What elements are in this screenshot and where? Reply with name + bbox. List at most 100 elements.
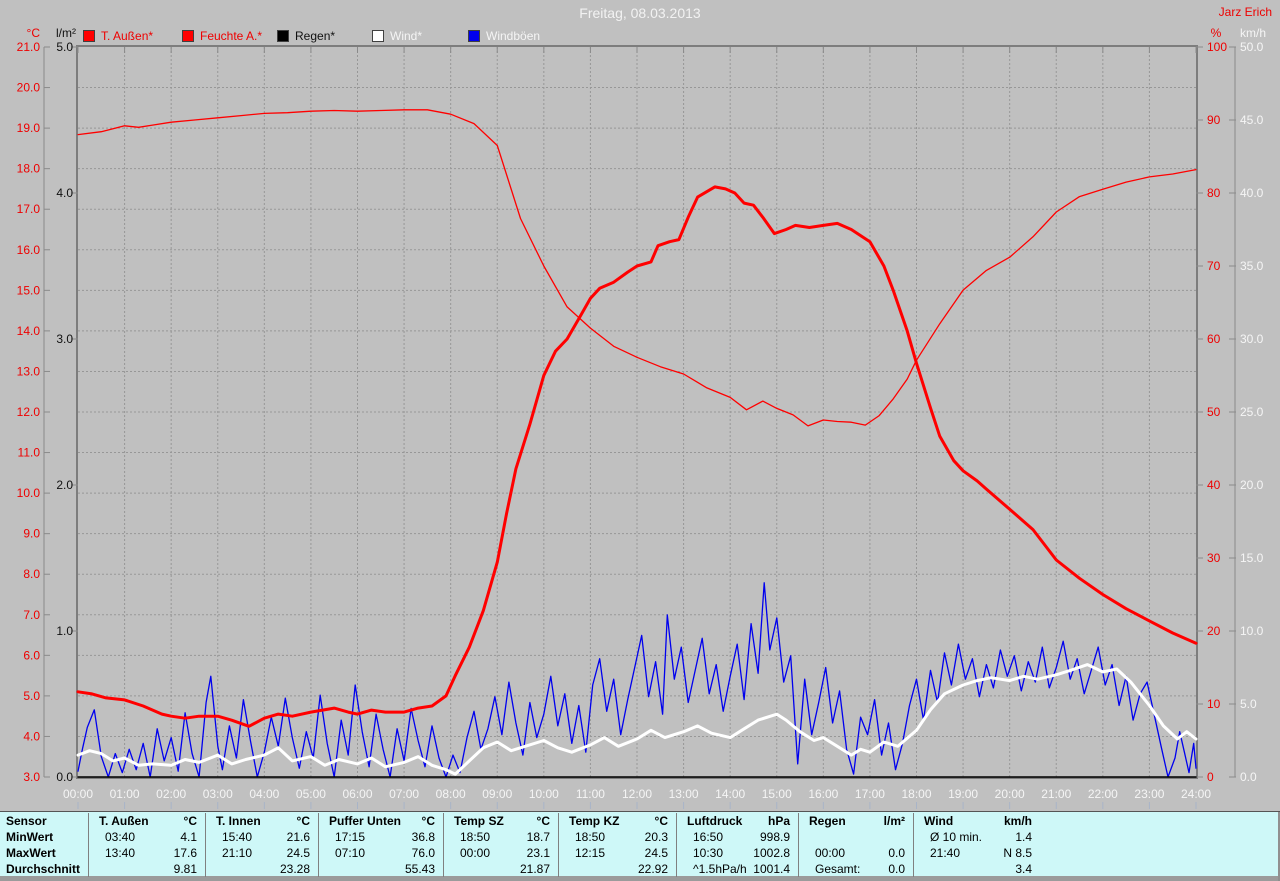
cell-time: 16:50	[693, 830, 724, 844]
x-tick-label: 06:00	[342, 787, 372, 801]
cell-value: 76.0	[411, 846, 435, 860]
column-unit: °C	[536, 814, 550, 828]
table-cell-row: 13:40 17.6	[89, 845, 205, 861]
wind-tick-label: 35.0	[1240, 259, 1264, 273]
cell-value: 1.4	[1015, 830, 1032, 844]
rain-tick-label: 3.0	[56, 332, 73, 346]
humidity-tick-label: 30	[1207, 551, 1221, 565]
legend-item-1: Feuchte A.*	[182, 29, 262, 43]
x-tick-label: 04:00	[249, 787, 279, 801]
wind-tick-label: 10.0	[1240, 624, 1264, 638]
legend-item-3: Wind*	[372, 29, 422, 43]
table-cell-row: 22.92	[559, 861, 676, 877]
temp-tick-label: 19.0	[17, 121, 41, 135]
legend-item-label: Regen*	[295, 29, 336, 43]
t-aussen-series-line	[76, 185, 1198, 728]
humidity-tick-label: 100	[1207, 40, 1227, 54]
table-cell-row: 00:00 23.1	[444, 845, 558, 861]
cell-time: 00:00	[460, 846, 491, 860]
column-unit: hPa	[767, 814, 790, 828]
legend-swatch-icon	[277, 30, 289, 42]
table-row-label: Sensor	[6, 814, 47, 828]
x-tick-label: 13:00	[669, 787, 699, 801]
temp-tick-label: 12.0	[17, 405, 41, 419]
cell-time: 21:40	[930, 846, 961, 860]
column-name: T. Außen	[99, 814, 149, 828]
temp-tick-label: 14.0	[17, 324, 41, 338]
x-tick-label: 03:00	[203, 787, 233, 801]
legend-swatch-icon	[83, 30, 95, 42]
cell-time: 18:50	[460, 830, 491, 844]
chart-area: 21.0 20.0 19.0 18.0 17.0 16.0 15.0 14.0 13.0 12.0…	[0, 5, 1280, 809]
x-tick-label: 22:00	[1088, 787, 1118, 801]
legend-swatch-icon	[182, 30, 194, 42]
table-cell-row: 10:30 1002.8	[677, 845, 798, 861]
cell-time: 13:40	[105, 846, 136, 860]
temp-tick-label: 15.0	[17, 283, 41, 297]
x-tick-label: 09:00	[482, 787, 512, 801]
wind-tick-label: 50.0	[1240, 40, 1264, 54]
temp-tick-label: 10.0	[17, 486, 41, 500]
cell-value: 20.3	[644, 830, 668, 844]
x-tick-label: 15:00	[762, 787, 792, 801]
cell-time: Gesamt:	[815, 862, 861, 876]
x-tick-label: 23:00	[1134, 787, 1164, 801]
table-right-border	[1278, 812, 1280, 881]
table-cell-row: Gesamt: 0.0	[799, 861, 913, 877]
table-row-labels-column: Sensor MinWert MaxWert Durchschnitt	[0, 813, 88, 877]
table-column-puffer-unten: Puffer Unten °C 17:15 36.8 07:10 76.0 55.43	[318, 813, 443, 877]
column-unit: °C	[421, 814, 435, 828]
humidity-tick-label: 20	[1207, 624, 1221, 638]
unit-celsius-label: °C	[26, 26, 40, 40]
table-cell-row: 12:15 24.5	[559, 845, 676, 861]
table-column-header: Wind km/h	[914, 813, 1040, 829]
x-tick-label: 16:00	[808, 787, 838, 801]
wind-tick-label: 45.0	[1240, 113, 1264, 127]
x-tick-label: 18:00	[901, 787, 931, 801]
column-unit: °C	[654, 814, 668, 828]
author-name: Jarz Erich	[1218, 5, 1272, 19]
column-name: T. Innen	[216, 814, 261, 828]
humidity-tick-label: 0	[1207, 770, 1214, 784]
legend-item-label: Wind*	[390, 29, 423, 43]
table-column-t-innen: T. Innen °C 15:40 21.6 21:10 24.5 23.28	[205, 813, 318, 877]
cell-time: 18:50	[575, 830, 606, 844]
cell-value: 21.6	[286, 830, 310, 844]
table-cell-row: 16:50 998.9	[677, 829, 798, 845]
legend-item-label: Feuchte A.*	[200, 29, 263, 43]
table-column-temp-sz: Temp SZ °C 18:50 18.7 00:00 23.1 21.87	[443, 813, 558, 877]
chart-date-title: Freitag, 08.03.2013	[579, 5, 701, 21]
cell-value: 3.4	[1015, 862, 1032, 876]
table-cell-row: 21.87	[444, 861, 558, 877]
cell-time: 10:30	[693, 846, 724, 860]
legend-item-label: T. Außen*	[101, 29, 154, 43]
chart-legend: T. Außen* Feuchte A.* Regen* Wind* Windböen	[0, 29, 1280, 43]
x-tick-label: 11:00	[576, 787, 605, 801]
table-cell-row: 18:50 20.3	[559, 829, 676, 845]
table-cell-row: 21:40 N 8.5	[914, 845, 1040, 861]
table-cell-row: 9.81	[89, 861, 205, 877]
temp-tick-label: 18.0	[17, 162, 41, 176]
temp-tick-label: 7.0	[23, 608, 40, 622]
table-column-header: Regen l/m²	[799, 813, 913, 829]
cell-time: 00:00	[815, 846, 846, 860]
table-cell-row: 55.43	[319, 861, 443, 877]
cell-value: 998.9	[759, 830, 790, 844]
table-cell-row: 3.4	[914, 861, 1040, 877]
column-name: Temp SZ	[454, 814, 504, 828]
x-tick-label: 14:00	[715, 787, 745, 801]
humidity-tick-label: 70	[1207, 259, 1221, 273]
column-name: Temp KZ	[569, 814, 620, 828]
cell-value: 0.0	[888, 846, 905, 860]
cell-time: ^1.5hPa/h	[693, 862, 747, 876]
legend-item-4: Windböen	[468, 29, 540, 43]
column-name: Regen	[809, 814, 846, 828]
table-column-wind: Wind km/h Ø 10 min. 1.4 21:40 N 8.5 3.4	[913, 813, 1040, 877]
cell-value: 24.5	[286, 846, 310, 860]
legend-swatch-icon	[468, 30, 480, 42]
legend-swatch-icon	[372, 30, 384, 42]
table-column-t-au-en: T. Außen °C 03:40 4.1 13:40 17.6 9.81	[88, 813, 205, 877]
x-tick-label: 08:00	[436, 787, 466, 801]
rain-tick-label: 1.0	[56, 624, 73, 638]
humidity-tick-label: 50	[1207, 405, 1221, 419]
